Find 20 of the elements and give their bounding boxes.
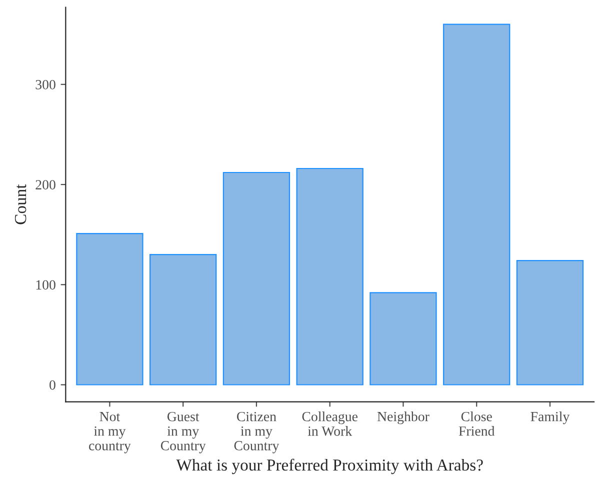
x-tick-label: Colleague in Work xyxy=(302,411,358,436)
x-tick-label: Family xyxy=(530,411,570,424)
y-tick-label: 300 xyxy=(36,80,56,90)
x-tick-label: Guest in my Country xyxy=(160,412,206,454)
y-tick-label: 100 xyxy=(36,280,56,290)
bar xyxy=(370,292,437,386)
y-axis-title: Count xyxy=(14,184,26,224)
x-axis-title: What is your Preferred Proximity with Arabs? xyxy=(176,458,483,474)
x-tick-label: Not in my country xyxy=(89,412,131,454)
bar xyxy=(516,260,584,386)
bar xyxy=(222,172,290,386)
x-tick-label: Citizen in my Country xyxy=(234,412,280,454)
y-tick-label: 0 xyxy=(50,380,56,390)
bar xyxy=(443,24,510,386)
bar xyxy=(150,254,217,386)
x-tick-label: Neighbor xyxy=(377,411,430,424)
y-tick-label: 200 xyxy=(36,180,56,190)
x-tick-label: Close Friend xyxy=(458,411,495,436)
bar xyxy=(296,168,364,386)
bar xyxy=(76,233,144,386)
